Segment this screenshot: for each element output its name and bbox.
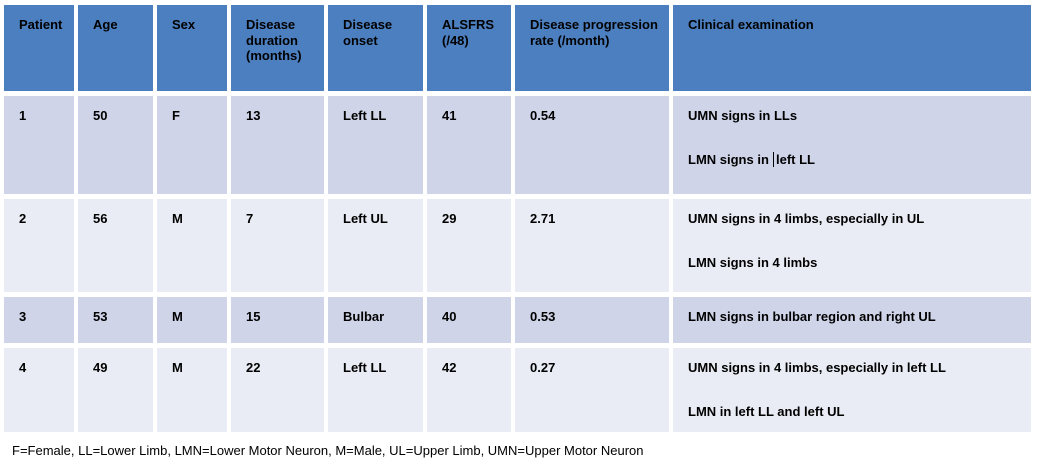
exam-line: LMN in left LL and left UL bbox=[688, 403, 845, 419]
column-header-age: Age bbox=[78, 5, 153, 91]
cell-patient: 2 bbox=[4, 199, 74, 292]
cell-duration: 15 bbox=[231, 297, 324, 343]
cell-age: 49 bbox=[78, 348, 153, 432]
cell-clinical-examination: UMN signs in 4 limbs, especially in left… bbox=[673, 348, 1031, 432]
cell-clinical-examination: UMN signs in 4 limbs, especially in UL L… bbox=[673, 199, 1031, 292]
table-row-patient-2: 2 56 M 7 Left UL 29 2.71 UMN signs in 4 … bbox=[4, 199, 1031, 292]
exam-line: LMN signs in left LL bbox=[688, 151, 815, 167]
cell-progression: 0.54 bbox=[515, 96, 669, 194]
column-header-patient: Patient bbox=[4, 5, 74, 91]
cell-progression: 2.71 bbox=[515, 199, 669, 292]
table-row-patient-1: 1 50 F 13 Left LL 41 0.54 UMN signs in L… bbox=[4, 96, 1031, 194]
exam-line: LMN signs in 4 limbs bbox=[688, 254, 818, 270]
cell-alsfrs: 42 bbox=[427, 348, 511, 432]
cell-onset: Bulbar bbox=[328, 297, 423, 343]
patients-table: Patient Age Sex Disease duration (months… bbox=[4, 5, 1031, 432]
cell-onset: Left UL bbox=[328, 199, 423, 292]
cell-sex: M bbox=[157, 297, 227, 343]
exam-line: LMN signs in bulbar region and right UL bbox=[688, 309, 936, 324]
cell-clinical-examination: UMN signs in LLs LMN signs in left LL bbox=[673, 96, 1031, 194]
cell-progression: 0.53 bbox=[515, 297, 669, 343]
cell-patient: 1 bbox=[4, 96, 74, 194]
cell-clinical-examination: LMN signs in bulbar region and right UL bbox=[673, 297, 1031, 343]
cell-sex: M bbox=[157, 199, 227, 292]
column-header-sex: Sex bbox=[157, 5, 227, 91]
cell-age: 53 bbox=[78, 297, 153, 343]
exam-line: UMN signs in 4 limbs, especially in UL bbox=[688, 211, 925, 226]
cell-duration: 22 bbox=[231, 348, 324, 432]
cell-patient: 3 bbox=[4, 297, 74, 343]
column-header-clinical-examination: Clinical examination bbox=[673, 5, 1031, 91]
table-row-patient-3: 3 53 M 15 Bulbar 40 0.53 LMN signs in bu… bbox=[4, 297, 1031, 343]
text-cursor bbox=[772, 151, 774, 167]
cell-alsfrs: 29 bbox=[427, 199, 511, 292]
cell-age: 56 bbox=[78, 199, 153, 292]
column-header-progression-rate: Disease progression rate (/month) bbox=[515, 5, 669, 91]
exam-line: UMN signs in LLs bbox=[688, 108, 798, 123]
footnote: F=Female, LL=Lower Limb, LMN=Lower Motor… bbox=[12, 443, 644, 458]
cell-sex: F bbox=[157, 96, 227, 194]
cell-duration: 7 bbox=[231, 199, 324, 292]
cell-duration: 13 bbox=[231, 96, 324, 194]
exam-line: UMN signs in 4 limbs, especially in left… bbox=[688, 360, 946, 375]
table-row-patient-4: 4 49 M 22 Left LL 42 0.27 UMN signs in 4… bbox=[4, 348, 1031, 432]
header-row: Patient Age Sex Disease duration (months… bbox=[4, 5, 1031, 91]
cell-alsfrs: 40 bbox=[427, 297, 511, 343]
cell-progression: 0.27 bbox=[515, 348, 669, 432]
cell-sex: M bbox=[157, 348, 227, 432]
cell-age: 50 bbox=[78, 96, 153, 194]
cell-patient: 4 bbox=[4, 348, 74, 432]
column-header-disease-duration: Disease duration (months) bbox=[231, 5, 324, 91]
column-header-alsfrs: ALSFRS (/48) bbox=[427, 5, 511, 91]
column-header-disease-onset: Disease onset bbox=[328, 5, 423, 91]
cell-onset: Left LL bbox=[328, 348, 423, 432]
cell-alsfrs: 41 bbox=[427, 96, 511, 194]
cell-onset: Left LL bbox=[328, 96, 423, 194]
